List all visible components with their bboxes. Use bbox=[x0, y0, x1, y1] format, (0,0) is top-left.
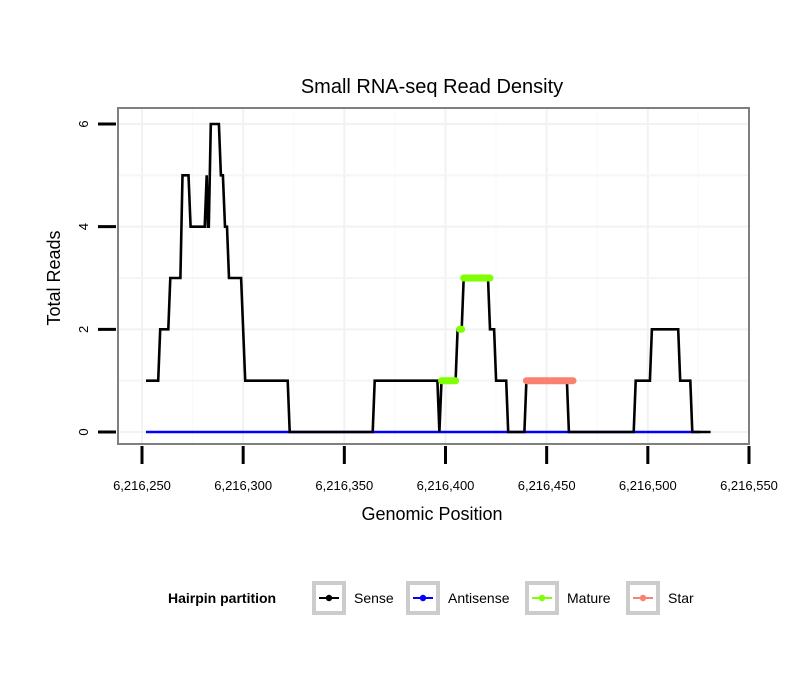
legend-key-point-star bbox=[639, 594, 647, 602]
x-axis-title: Genomic Position bbox=[361, 504, 502, 524]
legend-label-mature: Mature bbox=[567, 590, 611, 606]
legend-label-star: Star bbox=[668, 590, 694, 606]
chart-title: Small RNA-seq Read Density bbox=[301, 76, 563, 98]
x-tick-label: 6,216,350 bbox=[315, 478, 373, 493]
x-tick-label: 6,216,550 bbox=[720, 478, 778, 493]
legend-title: Hairpin partition bbox=[168, 590, 276, 606]
legend-label-sense: Sense bbox=[354, 590, 394, 606]
legend-key-point-antisense bbox=[419, 594, 427, 602]
y-tick-label: 0 bbox=[76, 428, 91, 435]
x-tick-label: 6,216,400 bbox=[417, 478, 475, 493]
y-axis-title: Total Reads bbox=[44, 230, 64, 325]
x-tick-label: 6,216,450 bbox=[518, 478, 576, 493]
series-layer bbox=[146, 122, 711, 434]
x-tick-label: 6,216,500 bbox=[619, 478, 677, 493]
legend-key-point-mature bbox=[538, 594, 546, 602]
panel-background bbox=[118, 108, 749, 444]
legend: Hairpin partition Sense Antisense Mature Sta… bbox=[168, 581, 694, 615]
axes-layer: 6,216,250 6,216,300 6,216,350 6,216,400 6,21… bbox=[76, 107, 778, 493]
y-tick-label: 2 bbox=[76, 326, 91, 333]
legend-key-point-sense bbox=[325, 594, 333, 602]
y-tick-label: 6 bbox=[76, 120, 91, 127]
plot-panel bbox=[118, 108, 749, 444]
panel-border bbox=[117, 107, 750, 445]
x-tick-label: 6,216,250 bbox=[113, 478, 171, 493]
x-tick-label: 6,216,300 bbox=[214, 478, 272, 493]
y-tick-label: 4 bbox=[76, 223, 91, 230]
series-line-sense bbox=[146, 122, 711, 434]
legend-label-antisense: Antisense bbox=[448, 590, 510, 606]
